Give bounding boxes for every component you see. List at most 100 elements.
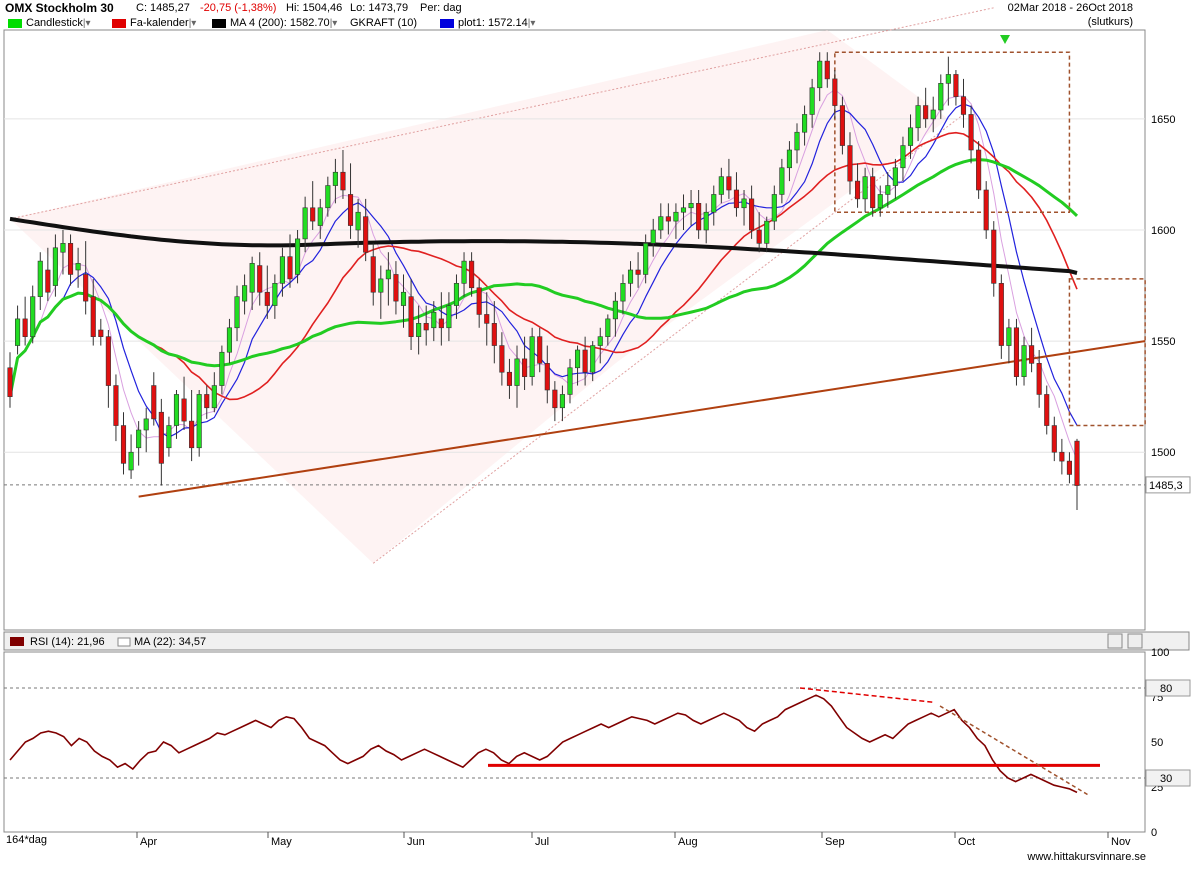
candle [1006, 318, 1012, 364]
candle-body [673, 211, 679, 222]
month-label: Oct [958, 836, 975, 848]
candle [960, 78, 967, 128]
candle-body [711, 194, 717, 213]
candle-body [945, 74, 951, 84]
candle-body [809, 87, 815, 115]
candle-body [45, 269, 51, 293]
pattern-box-bottom [1068, 278, 1146, 427]
month-label: Aug [678, 836, 698, 848]
candle-body [590, 345, 596, 373]
legend-item[interactable]: MA 4 (200): 1582.70 |▾ [212, 17, 337, 29]
candle [552, 381, 558, 422]
legend-item[interactable]: plot1: 1572.14 |▾ [440, 17, 535, 29]
candle-body [1013, 327, 1020, 377]
candle-body [295, 238, 301, 275]
candle [749, 185, 755, 239]
candle [52, 234, 58, 297]
legend-item[interactable]: Candlestick |▾ [8, 17, 90, 29]
candle-body [680, 207, 687, 213]
candle [711, 185, 717, 226]
candle [385, 252, 391, 306]
candle-body [552, 389, 558, 409]
legend-menu-icon[interactable]: |▾ [82, 17, 91, 29]
candle-body [1006, 327, 1012, 346]
candle-body [862, 176, 868, 200]
candle-body [196, 394, 202, 449]
candle-body [355, 211, 361, 231]
high-label: Hi: 1504,46 [286, 2, 343, 14]
candle [264, 265, 270, 319]
candle-body [408, 296, 414, 337]
candle-body [817, 60, 823, 89]
candle [325, 176, 331, 217]
candle [234, 285, 240, 342]
candle-body [461, 260, 467, 284]
rsi-level-label: 30 [1160, 773, 1172, 785]
candle-body [105, 336, 111, 386]
candle-body [279, 256, 285, 284]
month-label: Jul [535, 836, 549, 848]
candle-body [98, 329, 104, 337]
candle [310, 181, 316, 230]
candle [544, 345, 550, 404]
legend-label: Fa-kalender [130, 17, 189, 29]
candle [499, 332, 505, 386]
candle-body [733, 189, 740, 209]
candle-body [136, 429, 142, 449]
candle [45, 247, 51, 302]
candle [7, 352, 13, 408]
legend-menu-icon[interactable]: |▾ [527, 17, 536, 29]
candle [923, 87, 929, 128]
candle-body [907, 127, 914, 146]
candle-body [158, 411, 164, 464]
candle-body [779, 167, 785, 195]
candle-body [544, 363, 550, 391]
candle-body [574, 349, 581, 369]
rsi-tick-label: 50 [1151, 737, 1163, 749]
instrument-title: OMX Stockholm 30 [5, 1, 114, 15]
candle [347, 163, 354, 239]
candle [529, 327, 535, 386]
candle-body [756, 229, 762, 244]
rsi-swatch [10, 637, 24, 646]
candle [242, 274, 248, 315]
legend-menu-icon[interactable]: |▾ [188, 17, 197, 29]
candle-body [37, 260, 43, 297]
price-tick-label: 1600 [1151, 225, 1175, 237]
candle [453, 274, 460, 319]
candle [824, 52, 830, 88]
candle [976, 141, 982, 199]
legend-item[interactable]: Fa-kalender |▾ [112, 17, 196, 29]
candle-body [204, 394, 210, 409]
zoom-icon [1107, 633, 1123, 649]
candle-body [643, 243, 649, 275]
candle [514, 345, 520, 408]
candle-body [627, 269, 634, 284]
candle [885, 172, 891, 208]
legend-swatch [440, 18, 454, 28]
legend-menu-icon[interactable]: |▾ [329, 17, 338, 29]
candle [832, 70, 838, 119]
candle-body [1044, 394, 1050, 426]
candle-body [567, 367, 573, 395]
candle-body [612, 300, 618, 320]
candle [83, 241, 89, 315]
rsi-label: RSI (14): 21,96 [30, 636, 105, 648]
candle-body [219, 351, 225, 386]
candle-body [688, 203, 694, 209]
candle-body [52, 247, 58, 286]
candle-body [272, 283, 278, 306]
candle [907, 114, 914, 159]
ma-blue-line [9, 103, 1078, 438]
candle-body [83, 274, 89, 302]
candle-body [120, 425, 127, 464]
legend-label: GKRAFT (10) [350, 17, 418, 29]
candle [105, 330, 111, 408]
legend-item[interactable]: GKRAFT (10) [350, 17, 417, 29]
candle [506, 358, 513, 399]
candle-body [703, 211, 709, 231]
settings-icon [1127, 633, 1143, 649]
candle-body [385, 269, 391, 280]
candle-body [839, 105, 845, 146]
